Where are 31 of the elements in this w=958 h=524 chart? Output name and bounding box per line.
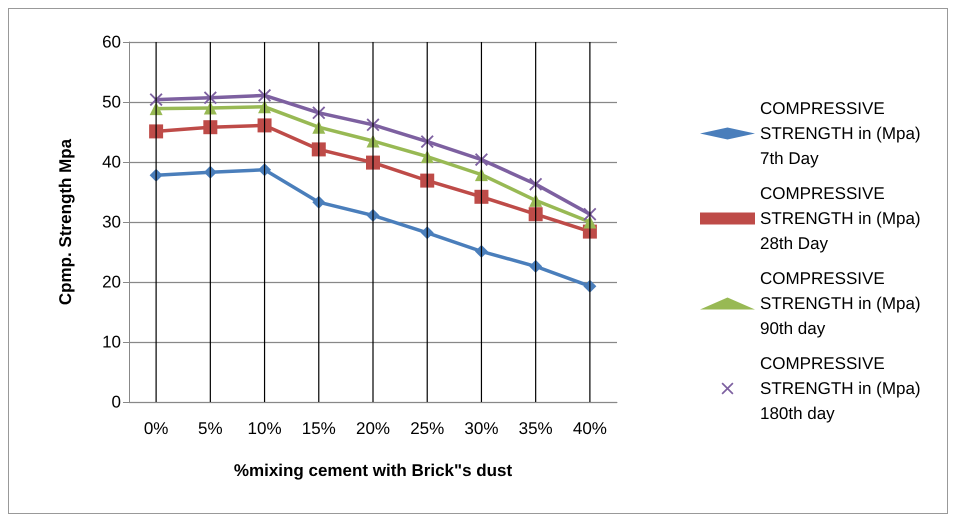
legend-label: COMPRESSIVE STRENGTH in (Mpa) 90th day (760, 269, 926, 338)
y-tick-label: 20 (102, 272, 121, 292)
x-tick-label: 35% (518, 419, 553, 438)
y-tick-label: 40 (102, 152, 121, 172)
y-tick-label: 60 (102, 32, 121, 52)
x-tick-label: 15% (302, 419, 336, 438)
y-axis-title: Cpmp. Strength Mpa (56, 138, 75, 306)
point (474, 153, 488, 166)
y-tick-label: 0 (112, 392, 121, 412)
point (583, 208, 596, 221)
x-tick-label: 5% (198, 419, 223, 438)
legend-label: COMPRESSIVE STRENGTH in (Mpa) 180th day (760, 354, 926, 423)
point (366, 156, 380, 170)
x-tick-label: 30% (464, 419, 498, 438)
point (150, 93, 163, 106)
y-tick-label: 10 (102, 332, 121, 352)
y-tick-label: 30 (102, 212, 121, 232)
x-tick-label: 20% (356, 419, 390, 438)
point (149, 124, 164, 138)
point (474, 190, 488, 204)
y-tick-label: 50 (102, 92, 121, 112)
x-tick-label: 0% (144, 419, 168, 438)
legend-label: COMPRESSIVE STRENGTH in (Mpa) 28th Day (760, 184, 926, 253)
point (258, 88, 272, 102)
x-tick-label: 40% (572, 419, 607, 438)
x-tick-label: 25% (410, 419, 444, 438)
point (366, 118, 380, 132)
x-tick-label: 10% (248, 419, 282, 438)
x-axis-title: %mixing cement with Brick"s dust (234, 461, 512, 480)
point (258, 118, 272, 132)
legend-label: COMPRESSIVE STRENGTH in (Mpa) 7th Day (760, 99, 926, 168)
